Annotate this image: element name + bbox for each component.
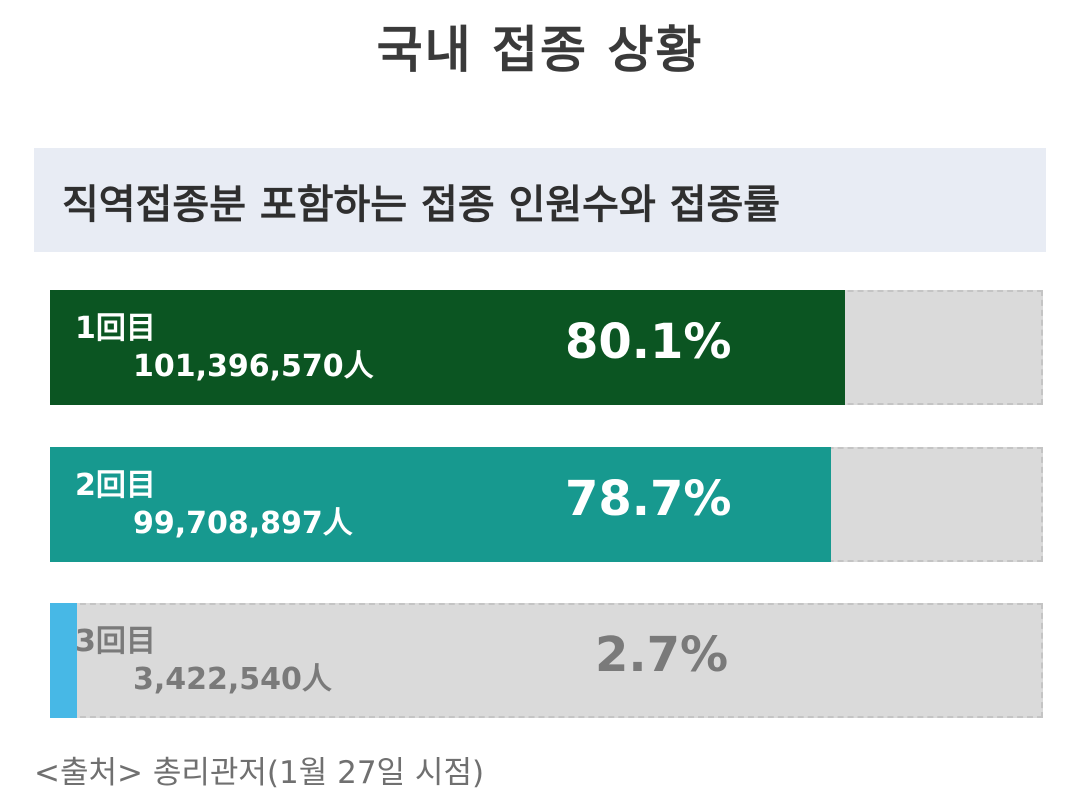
dose-label: 3回目 (75, 624, 156, 659)
dose-count: 101,396,570人 (133, 348, 374, 384)
page-title: 국내 접종 상황 (376, 21, 704, 79)
source-note: <출처> 총리관저(1월 27일 시점) (34, 755, 485, 791)
chart-subtitle: 직역접종분 포함하는 접종 인원수와 접종률 (62, 182, 781, 228)
data-label: 80.1% (565, 314, 732, 370)
bar-row-1: 1回目 101,396,570人 80.1% (50, 290, 1043, 405)
data-label: 78.7% (565, 471, 732, 527)
bar (50, 603, 77, 718)
bar-track (50, 603, 1043, 718)
bar-label: 2回目 99,708,897人 (75, 467, 353, 542)
bar-label: 1回目 101,396,570人 (75, 310, 374, 385)
dose-label: 1回目 (75, 311, 156, 346)
subtitle-banner: 직역접종분 포함하는 접종 인원수와 접종률 (34, 148, 1046, 252)
bar-row-3: 3回目 3,422,540人 2.7% (50, 603, 1043, 718)
bar (50, 447, 832, 562)
bar (50, 290, 846, 405)
dose-label: 2回目 (75, 468, 156, 503)
dose-count: 99,708,897人 (133, 505, 353, 541)
dose-count: 3,422,540人 (133, 661, 332, 697)
bar-label: 3回目 3,422,540人 (75, 623, 332, 698)
data-label: 2.7% (595, 627, 729, 683)
bar-row-2: 2回目 99,708,897人 78.7% (50, 447, 1043, 562)
